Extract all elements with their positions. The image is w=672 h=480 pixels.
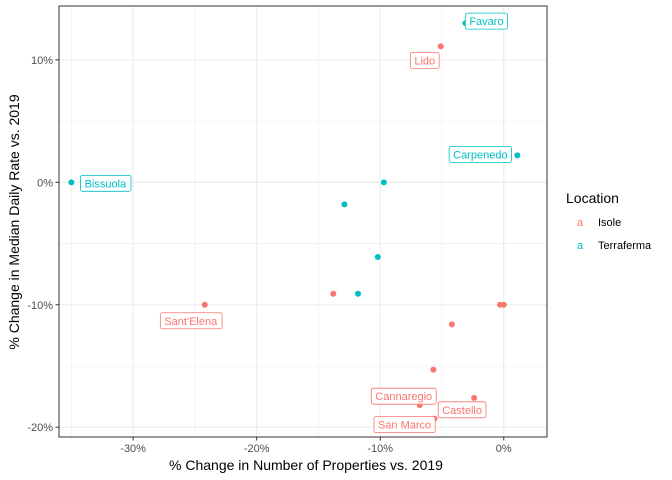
scatter-point — [354, 290, 361, 297]
panel-background — [59, 6, 547, 437]
point-label: Lido — [409, 52, 440, 69]
plot-panel — [59, 6, 547, 437]
x-axis-title: % Change in Number of Properties vs. 201… — [169, 457, 443, 473]
scatter-point — [68, 179, 75, 186]
y-tick-label: -10% — [27, 300, 53, 312]
x-tick-label: -30% — [120, 443, 146, 455]
scatter-point — [374, 254, 381, 261]
point-label: Cannaregio — [370, 387, 437, 405]
point-label-box — [159, 312, 223, 330]
point-label: San Marco — [373, 416, 436, 434]
point-label-text: Carpenedo — [453, 149, 507, 161]
panel-border — [58, 5, 548, 438]
data-points — [68, 20, 521, 422]
legend-label: Isole — [598, 217, 621, 229]
legend-key-glyph: a — [577, 240, 584, 252]
scatter-point — [380, 179, 387, 186]
point-label-box — [370, 387, 437, 405]
point-label-text: Favaro — [469, 16, 503, 28]
point-label-text: San Marco — [378, 420, 431, 432]
x-tick-label: -20% — [244, 443, 270, 455]
x-tick-label: -10% — [367, 443, 393, 455]
axes: -30% -20% -10% 0% -20% -10% 0% 10% — [27, 5, 548, 455]
legend-title: Location — [566, 190, 619, 206]
point-labels: Lido Sant'Elena Castello Cannaregio San Marc… — [80, 12, 512, 434]
scatter-point — [437, 43, 444, 50]
point-label: Bissuola — [80, 174, 132, 192]
legend: Location a Isole a Terraferma — [566, 190, 652, 253]
point-label-box — [409, 52, 440, 69]
point-label-text: Lido — [414, 55, 435, 67]
scatter-point — [448, 321, 455, 328]
scatter-point — [341, 201, 348, 208]
scatter-point — [471, 394, 478, 401]
legend-key-background — [571, 236, 588, 253]
point-label-text: Sant'Elena — [164, 316, 218, 328]
scatter-point — [330, 290, 337, 297]
y-tick-label: 0% — [37, 177, 53, 189]
point-label: Favaro — [464, 12, 508, 30]
point-label-text: Bissuola — [85, 178, 127, 190]
y-tick-label: 10% — [31, 55, 53, 67]
legend-key-background — [571, 213, 588, 230]
legend-label: Terraferma — [598, 240, 652, 252]
point-label-text: Castello — [442, 405, 482, 417]
legend-key-glyph: a — [577, 217, 584, 229]
point-label-box — [437, 401, 487, 419]
point-label-box — [373, 416, 436, 434]
scatter-point — [201, 301, 208, 308]
point-label: Carpenedo — [448, 145, 512, 163]
point-label-text: Cannaregio — [375, 391, 432, 403]
y-axis-title: % Change in Median Daily Rate vs. 2019 — [6, 94, 22, 349]
point-label-box — [448, 145, 512, 163]
point-label-box — [80, 174, 132, 192]
x-tick-label: 0% — [496, 443, 512, 455]
point-label: Sant'Elena — [159, 312, 223, 330]
scatter-point — [514, 152, 521, 159]
scatter-point — [430, 366, 437, 373]
scatter-point — [500, 301, 507, 308]
point-label: Castello — [437, 401, 487, 419]
point-label-box — [464, 12, 508, 30]
y-tick-label: -20% — [27, 422, 53, 434]
